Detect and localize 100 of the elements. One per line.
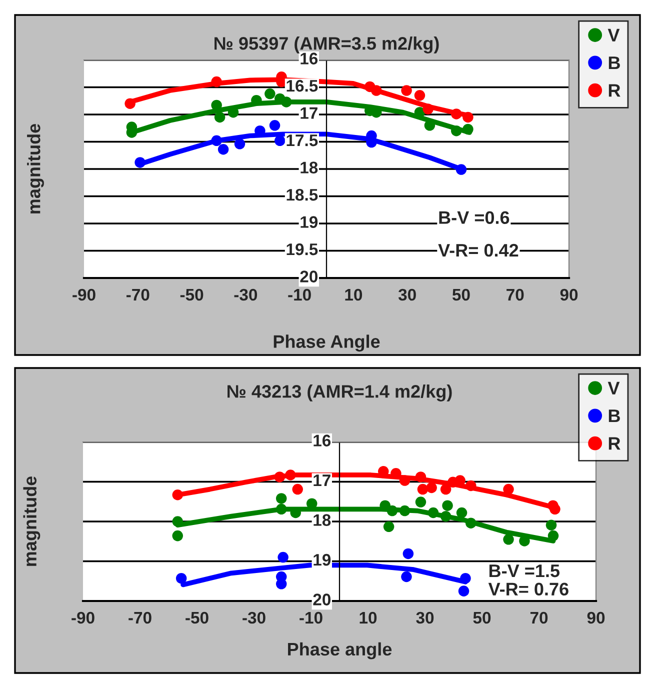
- x-tick-label: -30: [242, 612, 266, 624]
- point: [458, 586, 470, 596]
- point: [292, 484, 303, 495]
- point: [440, 484, 452, 495]
- point: [386, 505, 398, 516]
- point: [450, 108, 462, 120]
- point: [234, 138, 246, 150]
- x-axis-title: Phase angle: [288, 642, 392, 660]
- point: [460, 572, 471, 584]
- y-tick-label: 19: [314, 554, 331, 566]
- point: [546, 520, 557, 530]
- point: [519, 536, 530, 546]
- point: [401, 85, 412, 96]
- point: [285, 470, 296, 480]
- legend-label: B: [608, 410, 620, 422]
- y-tick-label: 20: [313, 594, 330, 606]
- legend-label: R: [608, 84, 620, 97]
- y-tick-label: 18: [300, 162, 318, 174]
- x-tick-label: -70: [126, 288, 150, 301]
- x-tick-label: 90: [560, 288, 578, 301]
- point: [401, 571, 412, 582]
- point: [276, 493, 287, 504]
- annotation: V-R= 0.76: [488, 582, 568, 596]
- x-tick-label: 90: [587, 612, 605, 624]
- point: [218, 144, 229, 155]
- point: [415, 472, 426, 482]
- x-tick-label: 30: [398, 288, 416, 301]
- legend-label: V: [608, 28, 620, 42]
- y-axis-title: magnitude: [27, 124, 44, 214]
- point: [176, 572, 187, 584]
- x-tick-label: 10: [360, 612, 377, 624]
- point: [503, 484, 514, 495]
- point: [417, 484, 428, 495]
- legend-label: R: [608, 437, 620, 450]
- y-tick-label: 19.5: [286, 243, 318, 256]
- point: [172, 516, 183, 527]
- y-tick-label: 20: [300, 270, 318, 282]
- y-tick-label: 16.5: [286, 80, 318, 92]
- point: [276, 504, 287, 515]
- y-tick-label: 16: [300, 52, 318, 64]
- point: [134, 157, 146, 168]
- point: [548, 530, 559, 542]
- point: [276, 578, 287, 590]
- point: [466, 480, 476, 492]
- point: [466, 518, 476, 528]
- point: [450, 125, 462, 136]
- point: [440, 510, 452, 522]
- annotation: B-V =0.6: [439, 211, 510, 224]
- point: [399, 505, 410, 516]
- x-tick-label: -90: [72, 612, 94, 624]
- point: [274, 135, 286, 146]
- y-tick-label: 17: [300, 107, 318, 119]
- x-tick-label: -90: [72, 288, 96, 301]
- x-tick-label: 50: [473, 612, 491, 624]
- point: [402, 548, 414, 560]
- point: [415, 496, 426, 508]
- point: [442, 500, 453, 511]
- point: [269, 120, 280, 131]
- x-tick-label: 70: [530, 612, 548, 624]
- point: [426, 482, 437, 494]
- x-tick-label: 30: [416, 612, 434, 624]
- point: [414, 90, 426, 101]
- point: [462, 112, 474, 123]
- annotation: B-V =1.5: [489, 564, 560, 578]
- y-tick-label: 18.5: [286, 188, 318, 201]
- x-tick-label: -50: [186, 612, 208, 624]
- chart-title: № 95397 (AMR=3.5 m2/kg): [214, 36, 439, 54]
- y-tick-label: 19: [300, 216, 318, 228]
- point: [456, 164, 467, 175]
- point: [264, 88, 276, 100]
- x-tick-label: -30: [234, 288, 258, 301]
- point: [370, 85, 382, 96]
- legend-label: V: [608, 382, 620, 394]
- point: [172, 530, 183, 542]
- y-tick-label: 17.5: [286, 134, 318, 146]
- annotation: V-R= 0.42: [438, 244, 518, 257]
- point: [124, 98, 136, 109]
- x-axis-title: Phase Angle: [274, 334, 380, 352]
- x-tick-label: -10: [300, 612, 322, 624]
- point: [503, 534, 514, 545]
- x-tick-label: -50: [180, 288, 204, 301]
- point: [422, 104, 434, 114]
- point: [399, 475, 410, 486]
- point: [428, 507, 439, 518]
- legend-label: B: [608, 56, 620, 69]
- point: [462, 124, 474, 135]
- point: [274, 472, 286, 482]
- point: [456, 507, 468, 518]
- point: [278, 552, 288, 563]
- x-tick-label: -10: [288, 288, 311, 301]
- y-tick-label: 18: [314, 514, 331, 526]
- x-tick-label: 70: [506, 288, 524, 301]
- x-tick-label: 50: [452, 288, 470, 301]
- point: [424, 120, 436, 131]
- point: [251, 94, 262, 106]
- point: [214, 112, 226, 123]
- chart-title: № 43213 (AMR=1.4 m2/kg): [228, 384, 452, 402]
- y-axis-title: magnitude: [23, 476, 40, 566]
- point: [211, 76, 222, 88]
- point: [211, 135, 222, 146]
